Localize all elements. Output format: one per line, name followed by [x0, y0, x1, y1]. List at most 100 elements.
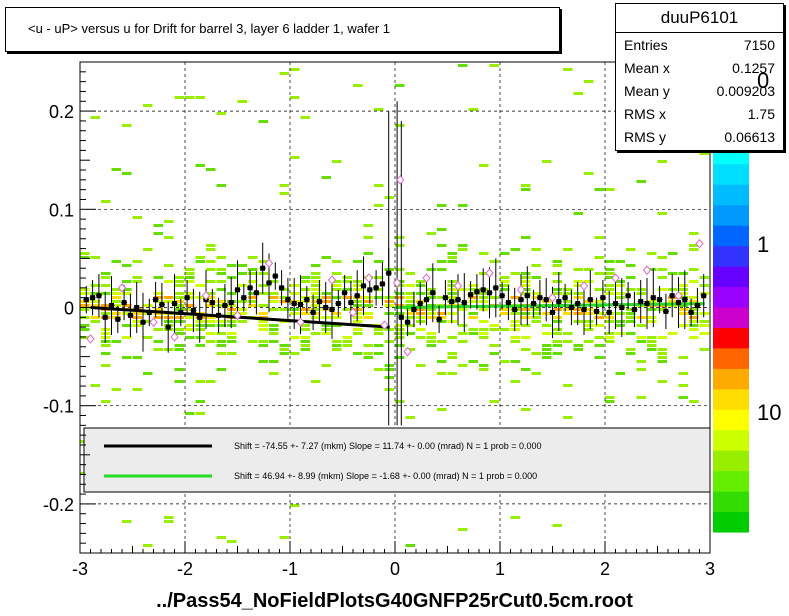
- histogram-cell: [479, 336, 489, 339]
- histogram-cell: [510, 516, 520, 519]
- histogram-cell: [489, 64, 499, 67]
- histogram-cell: [227, 276, 237, 279]
- histogram-cell: [122, 288, 132, 291]
- data-point: [134, 305, 140, 310]
- data-point: [694, 303, 700, 309]
- histogram-cell: [699, 332, 709, 335]
- data-point: [159, 302, 165, 308]
- histogram-cell: [353, 316, 363, 319]
- diamond-marker: [348, 307, 358, 318]
- histogram-cell: [437, 408, 447, 411]
- histogram-cell: [636, 340, 646, 343]
- data-point: [115, 316, 121, 322]
- stats-key: RMS y: [624, 129, 666, 145]
- data-point: [235, 287, 240, 293]
- histogram-cell: [657, 360, 667, 363]
- data-point: [178, 309, 184, 315]
- histogram-cell: [437, 316, 447, 319]
- histogram-cell: [300, 280, 310, 283]
- histogram-cell: [143, 248, 153, 251]
- histogram-cell: [699, 276, 709, 279]
- histogram-cell: [405, 416, 415, 419]
- histogram-cell: [90, 256, 100, 259]
- histogram-cell: [153, 348, 163, 351]
- histogram-cell: [573, 268, 583, 271]
- histogram-cell: [437, 204, 447, 207]
- histogram-cell: [521, 284, 531, 287]
- histogram-cell: [258, 292, 268, 295]
- histogram-cell: [447, 312, 457, 315]
- histogram-cell: [111, 388, 121, 391]
- histogram-cell: [300, 324, 310, 327]
- data-point: [165, 324, 171, 330]
- histogram-cell: [374, 276, 384, 279]
- histogram-cell: [573, 312, 583, 315]
- histogram-cell: [132, 316, 142, 319]
- histogram-cell: [416, 284, 426, 287]
- histogram-cell: [552, 352, 562, 355]
- stats-value: 0.06613: [724, 129, 775, 145]
- histogram-cell: [563, 416, 573, 419]
- histogram-cell: [657, 336, 667, 339]
- histogram-cell: [80, 336, 90, 339]
- stats-row-rms-x: RMS x 1.75: [616, 103, 783, 126]
- histogram-cell: [395, 236, 405, 239]
- palette-cell: [713, 266, 749, 288]
- histogram-cell: [689, 244, 699, 247]
- data-point: [316, 299, 322, 305]
- histogram-cell: [153, 328, 163, 331]
- histogram-cell: [258, 324, 268, 327]
- histogram-cell: [101, 364, 111, 367]
- histogram-cell: [227, 336, 237, 339]
- histogram-cell: [342, 308, 352, 311]
- histogram-cell: [500, 312, 510, 315]
- histogram-cell: [479, 252, 489, 255]
- data-point: [436, 316, 442, 322]
- histogram-cell: [489, 352, 499, 355]
- histogram-cell: [279, 72, 289, 75]
- histogram-cell: [311, 264, 321, 267]
- histogram-cell: [510, 248, 520, 251]
- histogram-cell: [573, 320, 583, 323]
- histogram-cell: [311, 316, 321, 319]
- data-point: [594, 308, 600, 314]
- histogram-cell: [216, 304, 226, 307]
- histogram-cell: [626, 312, 636, 315]
- histogram-cell: [269, 292, 279, 295]
- palette-cell: [713, 409, 749, 431]
- histogram-cell: [332, 284, 342, 287]
- histogram-cell: [279, 300, 289, 303]
- histogram-cell: [290, 336, 300, 339]
- histogram-cell: [174, 320, 184, 323]
- histogram-cell: [563, 308, 573, 311]
- histogram-cell: [90, 384, 100, 387]
- histogram-cell: [479, 332, 489, 335]
- histogram-cell: [311, 284, 321, 287]
- histogram-cell: [405, 284, 415, 287]
- histogram-cell: [258, 320, 268, 323]
- histogram-cell: [80, 328, 90, 331]
- histogram-cell: [311, 296, 321, 299]
- x-tick-label: 1: [495, 559, 505, 579]
- histogram-cell: [258, 272, 268, 275]
- histogram-cell: [342, 344, 352, 347]
- histogram-cell: [594, 356, 604, 359]
- histogram-cell: [195, 260, 205, 263]
- data-point: [619, 305, 625, 310]
- histogram-cell: [353, 300, 363, 303]
- data-point: [505, 300, 511, 306]
- histogram-cell: [227, 340, 237, 343]
- histogram-cell: [552, 332, 562, 335]
- histogram-cell: [699, 152, 709, 155]
- data-point: [285, 297, 291, 303]
- histogram-cell: [290, 68, 300, 71]
- histogram-cell: [185, 272, 195, 275]
- data-point: [606, 309, 612, 315]
- histogram-cell: [500, 328, 510, 331]
- data-point: [298, 302, 303, 308]
- palette-label: 0: [757, 68, 770, 93]
- histogram-cell: [531, 316, 541, 319]
- histogram-cell: [227, 264, 237, 267]
- histogram-cell: [269, 308, 279, 311]
